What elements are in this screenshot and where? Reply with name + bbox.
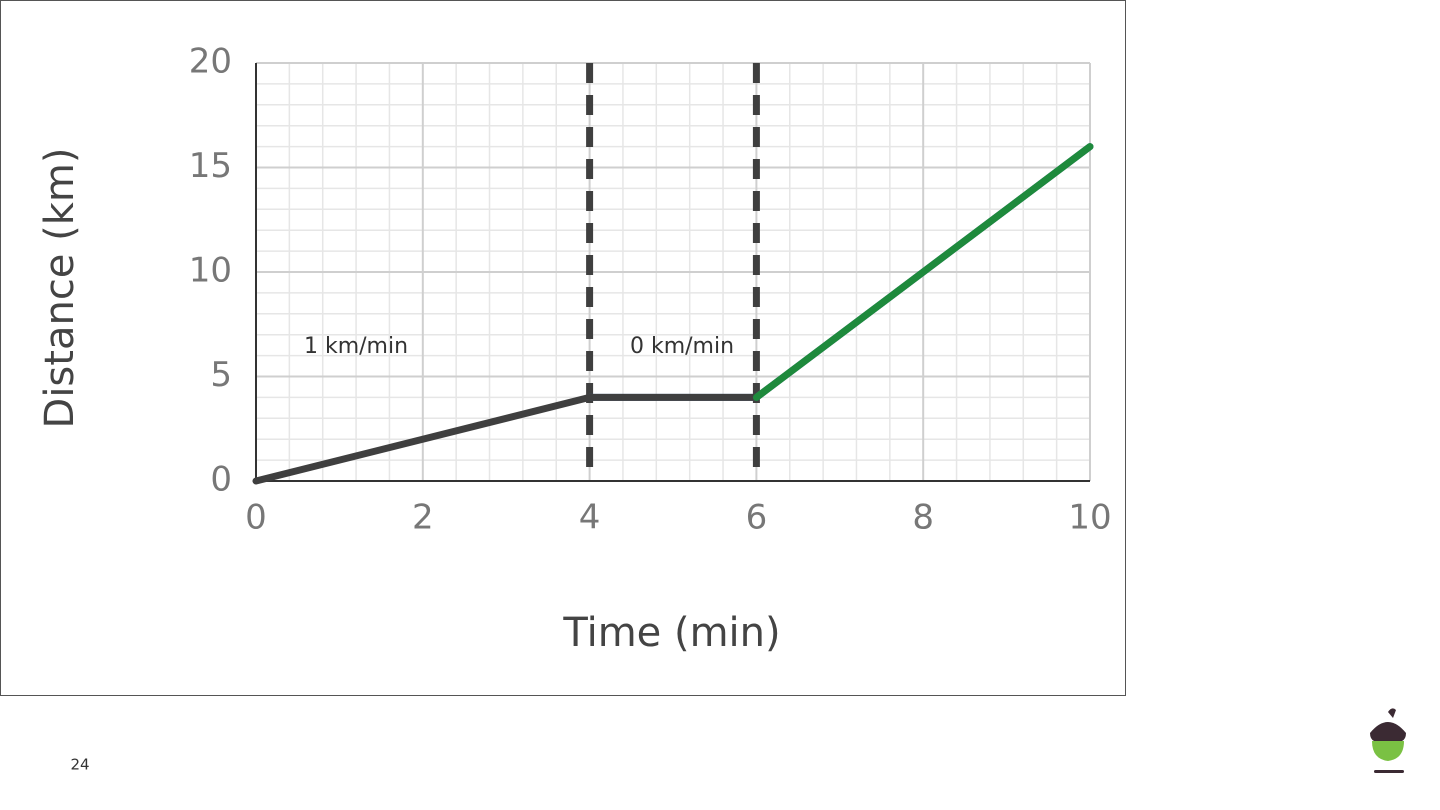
page-number: 24 <box>70 756 89 774</box>
x-tick-label: 10 <box>1068 498 1111 538</box>
data-line <box>752 143 1094 401</box>
x-tick-label: 4 <box>579 498 601 538</box>
x-tick-label: 0 <box>245 498 267 538</box>
plot: 0 2 4 6 8 10 0 5 10 15 20 1 km/min 0 km/min Time (min… <box>37 42 1112 657</box>
y-tick-label: 10 <box>189 251 232 291</box>
x-tick-label: 2 <box>412 498 434 538</box>
y-tick-label: 5 <box>210 355 232 395</box>
x-tick-label: 6 <box>746 498 768 538</box>
data-line <box>252 393 760 485</box>
acorn-logo <box>1370 708 1406 773</box>
y-axis-label: Distance (km) <box>37 148 83 429</box>
slide-frame <box>0 0 1126 696</box>
y-tick-label: 20 <box>189 42 232 82</box>
x-tick-label: 8 <box>912 498 934 538</box>
annotation: 1 km/min <box>304 334 408 359</box>
annotation: 0 km/min <box>630 334 734 359</box>
y-tick-label: 15 <box>189 146 232 186</box>
y-tick-label: 0 <box>210 460 232 500</box>
x-axis-label: Time (min) <box>562 610 780 656</box>
